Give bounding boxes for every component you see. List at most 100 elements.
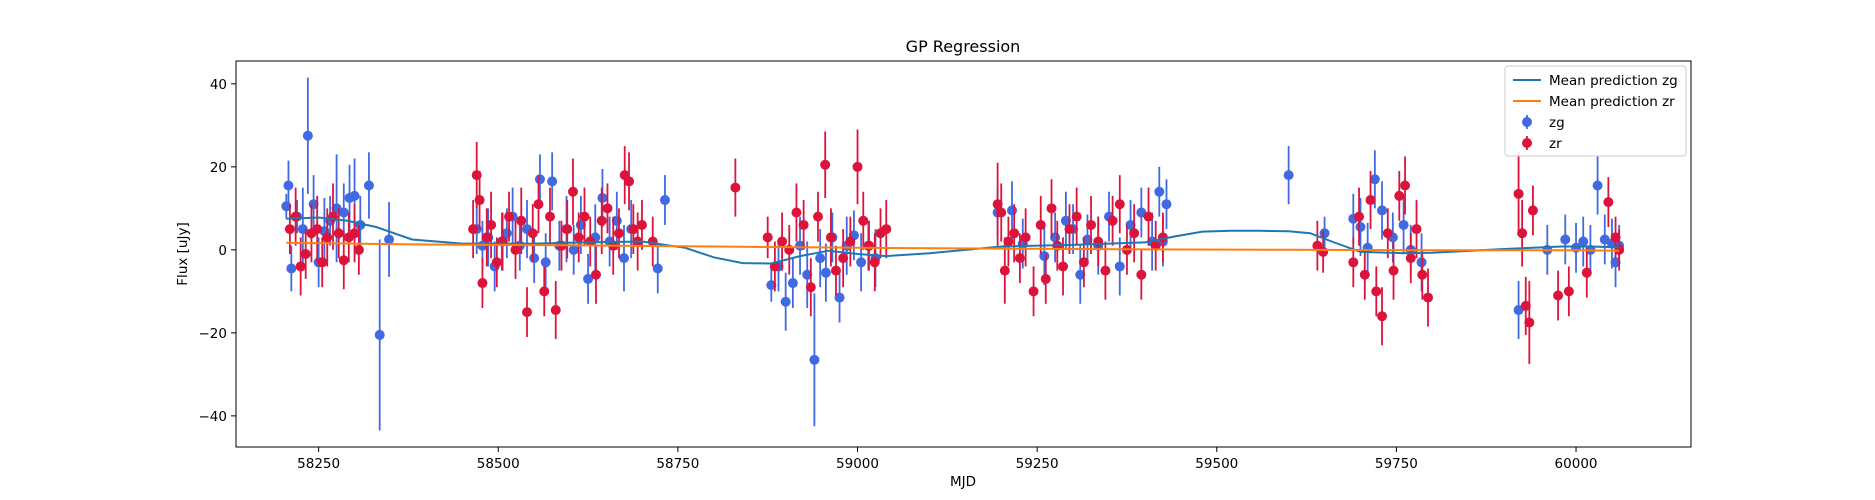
data-point [481, 232, 492, 243]
y-tick-label: 0 [218, 243, 227, 259]
legend-entry-mean-zr: Mean prediction zr [1513, 94, 1675, 110]
data-point [1365, 195, 1376, 206]
data-point [602, 203, 613, 214]
data-point [1520, 300, 1531, 311]
data-point [762, 232, 773, 243]
data-point [1398, 219, 1409, 230]
data-point [568, 244, 579, 255]
data-point [374, 329, 385, 340]
data-point [1517, 228, 1528, 239]
data-point [1348, 257, 1359, 268]
legend-entry-zg: zg [1522, 115, 1565, 131]
data-point [766, 280, 777, 291]
data-point [540, 257, 551, 268]
data-point [1040, 273, 1051, 284]
data-point [1035, 219, 1046, 230]
data-point [1527, 205, 1538, 216]
data-point [830, 265, 841, 276]
legend-entry-zr: zr [1522, 136, 1562, 152]
data-point [1355, 222, 1366, 233]
y-tick-label: −40 [199, 409, 228, 425]
data-point [539, 286, 550, 297]
data-point [1371, 286, 1382, 297]
data-point [1394, 190, 1405, 201]
data-point [596, 215, 607, 226]
data-point [1354, 211, 1365, 222]
data-point [1143, 211, 1154, 222]
data-point [1423, 292, 1434, 303]
data-point [349, 190, 360, 201]
data-point [562, 224, 573, 235]
data-point [1136, 269, 1147, 280]
x-tick-label: 60000 [1555, 456, 1598, 472]
data-point [322, 232, 333, 243]
data-point [820, 159, 831, 170]
data-point [869, 257, 880, 268]
data-point [1560, 234, 1571, 245]
data-point [547, 176, 558, 187]
data-point [1114, 199, 1125, 210]
data-point [1078, 257, 1089, 268]
data-point [283, 180, 294, 191]
data-point [349, 228, 360, 239]
data-point [820, 267, 831, 278]
data-point [881, 224, 892, 235]
x-tick-label: 59750 [1375, 456, 1418, 472]
data-point [579, 211, 590, 222]
data-point [864, 240, 875, 251]
data-point [474, 195, 485, 206]
data-point [802, 269, 813, 280]
data-point [1369, 174, 1380, 185]
data-point [522, 307, 532, 318]
data-point [730, 182, 741, 193]
x-tick-label: 59500 [1195, 456, 1238, 472]
data-point [1028, 286, 1039, 297]
data-point [845, 236, 856, 247]
mean-line-zg [286, 216, 1620, 265]
axes: 58250 58500 58750 59000 59250 59500 59750 60000… [199, 60, 1692, 472]
legend-point-swatch [1522, 117, 1532, 127]
data-point [809, 354, 820, 365]
data-point [1524, 317, 1535, 328]
data-point [353, 244, 364, 255]
data-point [1086, 219, 1097, 230]
data-point [510, 244, 521, 255]
data-point [815, 253, 826, 264]
data-point [652, 263, 663, 274]
data-point [1007, 205, 1017, 216]
chart-title: GP Regression [906, 37, 1021, 56]
data-point [312, 224, 323, 235]
data-point [1150, 240, 1161, 251]
data-point [1578, 236, 1589, 247]
data-point [300, 249, 311, 259]
data-point [317, 257, 328, 268]
x-tick-label: 58750 [656, 456, 699, 472]
data-point [284, 224, 295, 235]
data-point [1581, 267, 1592, 278]
y-tick-label: −20 [199, 326, 228, 342]
data-point [1014, 253, 1025, 264]
data-point [1114, 261, 1125, 272]
data-point [1553, 290, 1564, 301]
data-point [834, 292, 845, 303]
data-point [791, 207, 802, 218]
data-point [999, 265, 1010, 276]
data-point [1009, 228, 1020, 239]
legend-box [1504, 65, 1687, 157]
data-point [590, 269, 601, 280]
data-point [1513, 188, 1524, 199]
data-point [491, 257, 502, 268]
data-point [787, 278, 798, 289]
legend-entry-mean-zg: Mean prediction zg [1513, 73, 1678, 89]
data-point [550, 305, 561, 316]
data-point [504, 211, 515, 222]
data-point [636, 219, 647, 230]
data-point [529, 253, 540, 264]
data-point [533, 199, 544, 210]
data-point [1161, 199, 1172, 210]
data-point [1039, 251, 1050, 262]
data-point [805, 282, 816, 293]
data-point [295, 261, 306, 272]
data-point [1107, 215, 1118, 226]
data-point [1592, 180, 1603, 191]
